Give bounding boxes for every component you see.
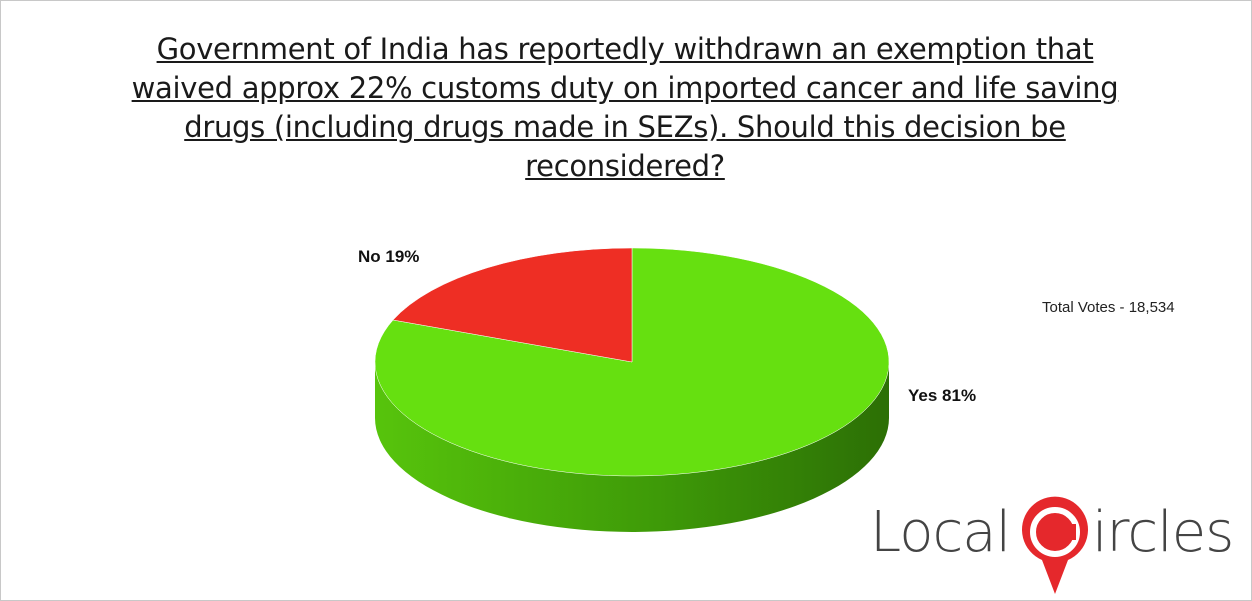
pie-side-band [375, 362, 889, 532]
pie-slice-no [392, 247, 633, 363]
logo-text-right: ircles [1092, 500, 1234, 565]
c-circle-pin-icon [1022, 496, 1088, 594]
localcircles-logo: Local ircles [870, 480, 1250, 600]
slice-label-yes: Yes 81% [908, 386, 976, 405]
total-votes-label: Total Votes - 18,534 [1042, 299, 1175, 316]
logo-text-left: Local [870, 500, 1011, 565]
slice-label-no: No 19% [358, 247, 419, 266]
chart-title: Government of India has reportedly withd… [131, 32, 1119, 183]
